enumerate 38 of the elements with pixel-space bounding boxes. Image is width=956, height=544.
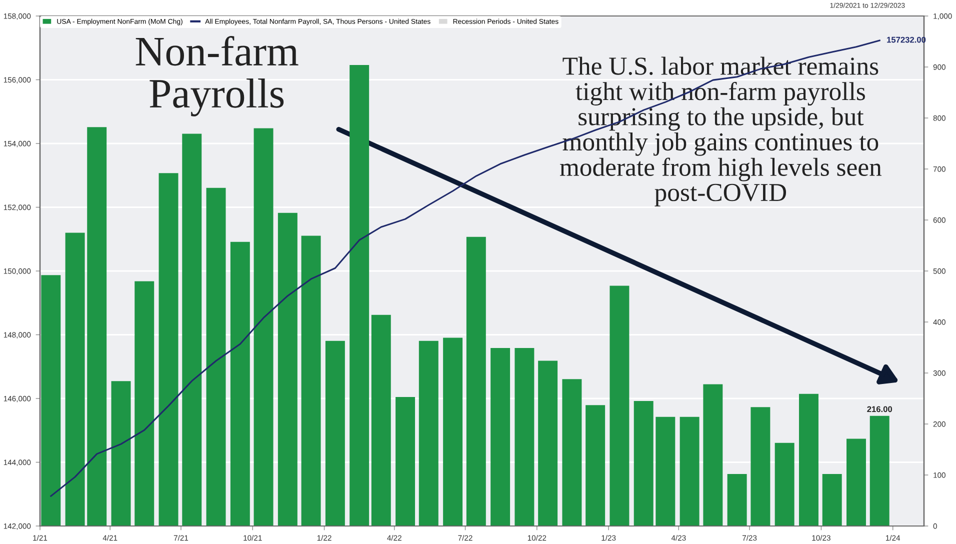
bar <box>727 474 747 526</box>
bar <box>514 348 534 526</box>
bar <box>610 286 630 526</box>
bar <box>443 338 463 526</box>
text: Non-farm Payrolls <box>136 36 298 116</box>
bar <box>230 242 250 526</box>
bar <box>206 188 226 526</box>
bar <box>301 236 321 526</box>
bar <box>490 348 510 526</box>
bar <box>254 128 274 526</box>
bar <box>111 381 131 526</box>
bar <box>371 314 391 526</box>
bar <box>466 236 486 526</box>
bar <box>182 134 202 526</box>
bar <box>134 281 154 526</box>
bar <box>680 416 700 526</box>
data-label: 216.00 <box>867 406 892 412</box>
bar <box>656 416 676 526</box>
bar <box>396 396 416 526</box>
bar <box>418 340 438 526</box>
bar <box>750 407 770 526</box>
bar <box>158 173 178 526</box>
bar <box>562 379 582 526</box>
bar <box>325 340 345 526</box>
bar <box>87 127 107 526</box>
bar <box>870 416 890 526</box>
bar <box>538 360 558 526</box>
bar <box>846 438 866 526</box>
bar <box>586 405 606 526</box>
bar <box>774 442 794 526</box>
bar <box>41 275 61 526</box>
bar <box>822 474 842 526</box>
bar <box>634 401 654 526</box>
bar <box>798 394 818 526</box>
bar <box>278 212 298 526</box>
bar <box>350 64 370 526</box>
bar <box>703 384 723 526</box>
bar <box>65 232 85 526</box>
